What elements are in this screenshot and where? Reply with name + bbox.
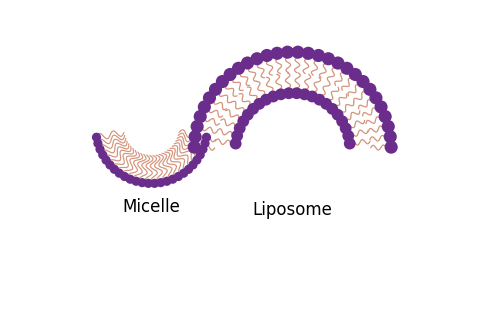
Circle shape — [340, 62, 353, 75]
Text: Liposome: Liposome — [253, 201, 332, 219]
Circle shape — [247, 103, 259, 115]
Circle shape — [150, 179, 159, 188]
Circle shape — [290, 87, 302, 99]
Circle shape — [120, 172, 129, 181]
Circle shape — [168, 175, 177, 184]
Circle shape — [302, 47, 315, 60]
Circle shape — [203, 91, 216, 105]
Circle shape — [94, 139, 102, 148]
Circle shape — [162, 177, 172, 186]
Circle shape — [198, 101, 211, 114]
Circle shape — [275, 89, 287, 100]
Circle shape — [114, 169, 124, 178]
Circle shape — [179, 169, 188, 178]
Circle shape — [198, 145, 207, 154]
Circle shape — [184, 165, 193, 174]
Circle shape — [188, 160, 198, 170]
Circle shape — [270, 47, 283, 60]
Circle shape — [292, 46, 304, 59]
Text: Micelle: Micelle — [122, 198, 180, 216]
Circle shape — [174, 172, 183, 181]
Circle shape — [378, 110, 392, 123]
Circle shape — [370, 91, 382, 105]
Circle shape — [232, 62, 245, 75]
Circle shape — [260, 94, 272, 106]
Circle shape — [332, 56, 344, 69]
Circle shape — [298, 89, 310, 100]
Circle shape — [336, 115, 348, 127]
Circle shape — [102, 156, 110, 165]
Circle shape — [196, 150, 205, 159]
Circle shape — [384, 141, 398, 154]
Circle shape — [283, 87, 294, 99]
Circle shape — [202, 133, 211, 142]
Circle shape — [326, 103, 338, 115]
Circle shape — [254, 98, 265, 110]
Circle shape — [188, 141, 201, 154]
Circle shape — [96, 145, 104, 154]
Circle shape — [348, 68, 362, 81]
Circle shape — [194, 110, 207, 123]
Circle shape — [342, 130, 354, 142]
Circle shape — [374, 101, 388, 114]
Circle shape — [92, 133, 101, 142]
Circle shape — [144, 179, 153, 188]
Circle shape — [156, 178, 166, 187]
Circle shape — [234, 122, 245, 134]
Circle shape — [281, 46, 294, 59]
Circle shape — [340, 122, 351, 134]
Circle shape — [344, 138, 356, 150]
Circle shape — [364, 83, 376, 96]
Circle shape — [231, 130, 243, 142]
Circle shape — [230, 138, 241, 150]
Circle shape — [98, 150, 108, 159]
Circle shape — [224, 68, 236, 81]
Circle shape — [216, 75, 229, 88]
Circle shape — [132, 177, 140, 186]
Circle shape — [138, 178, 147, 187]
Circle shape — [192, 156, 202, 165]
Circle shape — [306, 91, 318, 103]
Circle shape — [332, 109, 344, 121]
Circle shape — [314, 94, 326, 106]
Circle shape — [312, 49, 325, 62]
Circle shape — [209, 83, 222, 96]
Circle shape — [268, 91, 279, 103]
Circle shape — [188, 130, 202, 143]
Circle shape — [250, 52, 264, 65]
Circle shape — [382, 120, 395, 133]
Circle shape — [242, 109, 254, 121]
Circle shape — [384, 130, 397, 143]
Circle shape — [110, 165, 119, 174]
Circle shape — [320, 98, 332, 110]
Circle shape — [260, 49, 274, 62]
Circle shape — [190, 120, 203, 133]
Circle shape — [238, 115, 249, 127]
Circle shape — [356, 75, 370, 88]
Circle shape — [200, 139, 209, 148]
Circle shape — [106, 160, 114, 170]
Circle shape — [126, 175, 135, 184]
Circle shape — [241, 56, 254, 69]
Circle shape — [322, 52, 335, 65]
